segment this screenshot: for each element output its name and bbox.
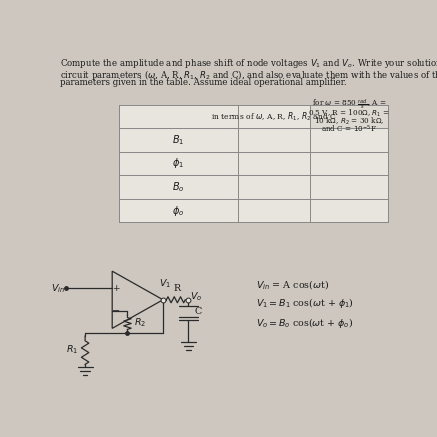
Text: $V_1$: $V_1$	[159, 277, 171, 290]
Bar	[238, 175, 310, 199]
Bar	[310, 175, 388, 199]
Text: $R_1$: $R_1$	[66, 344, 78, 357]
Text: −: −	[112, 306, 120, 316]
Bar	[310, 104, 388, 128]
Text: for $\omega$ = 850 $\frac{rad}{s}$, A =: for $\omega$ = 850 $\frac{rad}{s}$, A =	[312, 98, 386, 111]
Text: Compute the amplitude and phase shift of node voltages $V_1$ and $V_o$. Write yo: Compute the amplitude and phase shift of…	[60, 58, 437, 70]
Bar	[310, 199, 388, 222]
Text: $V_o = B_o$ cos($\omega$t + $\phi_o$): $V_o = B_o$ cos($\omega$t + $\phi_o$)	[256, 316, 354, 330]
Text: in terms of $\omega$, A, R, $R_1$, $R_2$ and C: in terms of $\omega$, A, R, $R_1$, $R_2$…	[211, 110, 337, 123]
Bar	[238, 152, 310, 175]
Bar	[119, 128, 238, 152]
Text: circuit parameters ($\omega$, A, R, $R_1$, $R_2$ and C), and also evaluate them : circuit parameters ($\omega$, A, R, $R_1…	[60, 68, 437, 82]
Text: R: R	[174, 284, 181, 294]
Text: $R_2$: $R_2$	[134, 316, 146, 329]
Text: and C = $10^{-5}$F: and C = $10^{-5}$F	[321, 124, 377, 135]
Text: +: +	[112, 284, 120, 293]
Text: $\phi_1$: $\phi_1$	[172, 156, 184, 170]
Bar	[238, 128, 310, 152]
Text: $\phi_o$: $\phi_o$	[172, 204, 184, 218]
Text: $V_{in}$ = A cos($\omega$t): $V_{in}$ = A cos($\omega$t)	[256, 278, 329, 291]
Text: $V_{in}$: $V_{in}$	[51, 282, 65, 295]
Text: $B_o$: $B_o$	[172, 180, 184, 194]
Bar	[310, 128, 388, 152]
Bar	[238, 104, 310, 128]
Bar	[119, 175, 238, 199]
Text: 0.5 V, R = 100$\Omega$, $R_1$ =: 0.5 V, R = 100$\Omega$, $R_1$ =	[309, 108, 390, 118]
Bar	[238, 199, 310, 222]
Text: parameters given in the table. Assume ideal operational amplifier.: parameters given in the table. Assume id…	[60, 78, 347, 87]
Text: 10 k$\Omega$, $R_2$ = 30 k$\Omega$,: 10 k$\Omega$, $R_2$ = 30 k$\Omega$,	[314, 116, 385, 127]
Bar	[119, 104, 238, 128]
Text: $V_1 = B_1$ cos($\omega$t + $\phi_1$): $V_1 = B_1$ cos($\omega$t + $\phi_1$)	[256, 296, 354, 310]
Bar	[310, 152, 388, 175]
Text: $B_1$: $B_1$	[172, 133, 184, 147]
Text: $V_o$: $V_o$	[190, 291, 202, 303]
Bar	[310, 104, 388, 128]
Bar	[119, 199, 238, 222]
Text: C: C	[194, 307, 201, 316]
Bar	[119, 152, 238, 175]
